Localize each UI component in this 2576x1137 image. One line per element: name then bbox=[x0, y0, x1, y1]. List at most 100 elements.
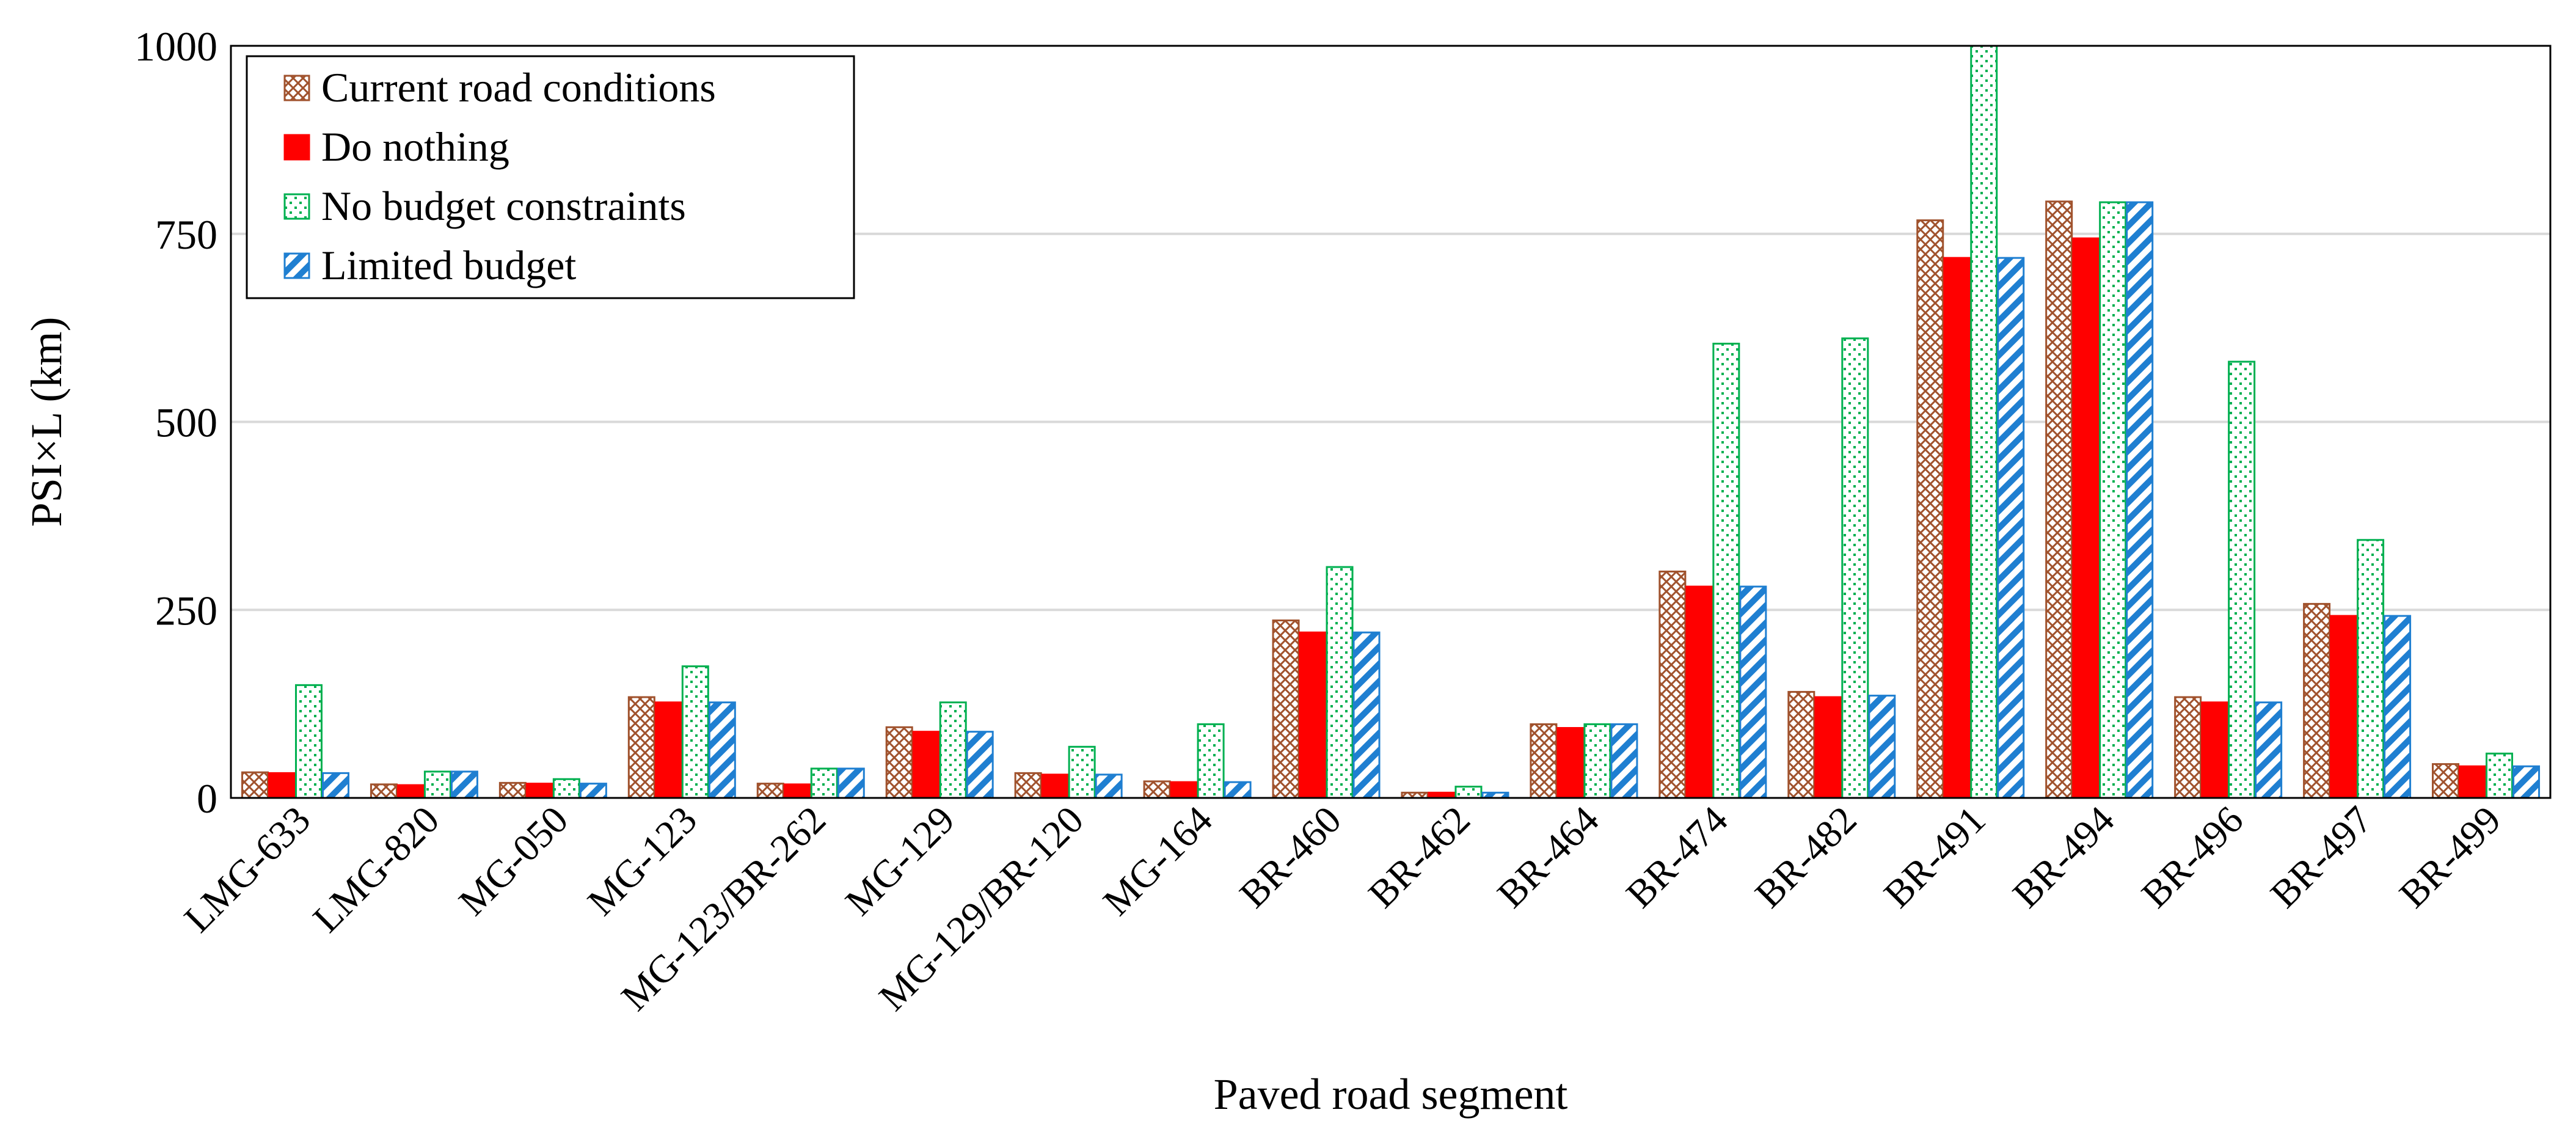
bar-no-budget-constraints-br-494 bbox=[2099, 201, 2127, 799]
bar-no-budget-constraints-mg-129-br-120 bbox=[1068, 745, 1096, 799]
bar-no-budget-constraints-lmg-633 bbox=[294, 684, 323, 799]
x-tick-label: BR-462 bbox=[1360, 798, 1478, 916]
y-tick-label: 500 bbox=[155, 400, 217, 446]
legend: Current road conditions Do nothing No budg… bbox=[246, 55, 855, 299]
bar-no-budget-constraints-br-499 bbox=[2486, 752, 2514, 799]
bar-limited-budget-mg-129 bbox=[966, 731, 994, 799]
bar-no-budget-constraints-mg-164 bbox=[1197, 723, 1225, 799]
x-tick-label: BR-460 bbox=[1231, 798, 1349, 916]
bar-no-budget-constraints-mg-123 bbox=[681, 665, 709, 799]
bar-current-road-conditions-mg-123 bbox=[627, 696, 655, 799]
bar-no-budget-constraints-br-496 bbox=[2228, 360, 2256, 799]
y-tick-label: 250 bbox=[155, 587, 217, 634]
bar-current-road-conditions-mg-123-br-262 bbox=[756, 783, 784, 799]
bar-no-budget-constraints-br-462 bbox=[1454, 786, 1483, 799]
legend-label: Do nothing bbox=[321, 123, 509, 170]
bar-limited-budget-br-491 bbox=[1997, 257, 2025, 799]
bar-do-nothing-br-464 bbox=[1556, 727, 1585, 799]
x-tick-label: MG-123 bbox=[579, 798, 705, 924]
plot-frame bbox=[230, 45, 2552, 799]
legend-swatch bbox=[283, 252, 310, 279]
legend-swatch bbox=[283, 75, 310, 101]
bar-limited-budget-br-474 bbox=[1739, 585, 1767, 799]
y-tick-labels: 0 250 500 750 1000 bbox=[134, 23, 217, 822]
bar-do-nothing-lmg-820 bbox=[396, 784, 425, 799]
bar-do-nothing-br-460 bbox=[1299, 631, 1327, 799]
bar-limited-budget-mg-123 bbox=[708, 701, 736, 799]
bar-do-nothing-br-491 bbox=[1943, 257, 1971, 799]
bar-current-road-conditions-lmg-633 bbox=[241, 771, 269, 799]
x-tick-label: LMG-820 bbox=[305, 798, 448, 941]
bar-current-road-conditions-br-497 bbox=[2303, 602, 2331, 799]
bar-no-budget-constraints-mg-129 bbox=[939, 701, 967, 799]
bar-do-nothing-br-494 bbox=[2072, 237, 2100, 799]
bar-no-budget-constraints-mg-123-br-262 bbox=[810, 767, 838, 799]
y-tick-label: 0 bbox=[197, 775, 217, 822]
bar-no-budget-constraints-br-464 bbox=[1583, 723, 1611, 799]
bar-current-road-conditions-br-464 bbox=[1530, 723, 1558, 799]
bar-do-nothing-br-474 bbox=[1685, 585, 1713, 799]
x-tick-label: BR-497 bbox=[2262, 798, 2381, 916]
bar-limited-budget-mg-123-br-262 bbox=[837, 767, 865, 799]
bar-limited-budget-br-496 bbox=[2255, 701, 2283, 799]
legend-swatch bbox=[283, 193, 310, 220]
bar-limited-budget-br-460 bbox=[1352, 631, 1381, 799]
bar-limited-budget-br-494 bbox=[2126, 201, 2154, 799]
bar-limited-budget-mg-164 bbox=[1224, 781, 1252, 799]
bar-current-road-conditions-br-496 bbox=[2174, 696, 2202, 799]
legend-label: Limited budget bbox=[321, 242, 576, 288]
x-tick-label: MG-050 bbox=[450, 798, 576, 924]
x-tick-label: BR-496 bbox=[2133, 798, 2252, 916]
bar-do-nothing-br-496 bbox=[2201, 701, 2229, 799]
bar-limited-budget-lmg-820 bbox=[450, 770, 478, 799]
bar-current-road-conditions-mg-050 bbox=[498, 781, 527, 799]
bar-current-road-conditions-br-499 bbox=[2432, 763, 2460, 799]
bar-do-nothing-br-497 bbox=[2330, 615, 2358, 799]
legend-box bbox=[246, 55, 855, 299]
bar-limited-budget-br-497 bbox=[2384, 615, 2412, 799]
bar-do-nothing-br-499 bbox=[2459, 765, 2487, 799]
bar-current-road-conditions-mg-129 bbox=[885, 726, 913, 799]
x-axis-title: Paved road segment bbox=[1214, 1070, 1568, 1119]
bar-no-budget-constraints-br-497 bbox=[2357, 539, 2385, 799]
bar-no-budget-constraints-br-460 bbox=[1326, 566, 1354, 799]
legend-label: No budget constraints bbox=[321, 183, 686, 229]
x-tick-label: BR-499 bbox=[2391, 798, 2509, 916]
bar-current-road-conditions-br-494 bbox=[2045, 200, 2073, 799]
bar-current-road-conditions-lmg-820 bbox=[370, 783, 398, 799]
x-tick-label: BR-494 bbox=[2004, 798, 2123, 916]
bar-current-road-conditions-mg-129-br-120 bbox=[1014, 772, 1042, 799]
legend-swatch bbox=[283, 134, 310, 161]
bar-no-budget-constraints-lmg-820 bbox=[423, 770, 451, 799]
bar-do-nothing-mg-123 bbox=[654, 701, 682, 799]
bar-limited-budget-mg-050 bbox=[579, 783, 607, 799]
bar-limited-budget-br-464 bbox=[1610, 723, 1638, 799]
bar-do-nothing-mg-129 bbox=[912, 731, 940, 799]
x-tick-label: MG-129 bbox=[837, 798, 963, 924]
bar-current-road-conditions-br-491 bbox=[1916, 219, 1944, 799]
x-tick-label: MG-164 bbox=[1095, 798, 1220, 924]
bar-current-road-conditions-br-482 bbox=[1787, 690, 1815, 799]
bar-current-road-conditions-mg-164 bbox=[1143, 780, 1171, 799]
bar-no-budget-constraints-br-482 bbox=[1841, 337, 1869, 799]
bar-current-road-conditions-br-474 bbox=[1658, 570, 1687, 799]
x-tick-label: BR-474 bbox=[1618, 798, 1736, 916]
bar-do-nothing-mg-129-br-120 bbox=[1041, 773, 1069, 799]
bar-limited-budget-br-482 bbox=[1868, 695, 1896, 799]
y-tick-label: 1000 bbox=[134, 23, 217, 70]
bar-do-nothing-lmg-633 bbox=[268, 772, 296, 799]
legend-label: Current road conditions bbox=[321, 64, 716, 111]
bar-no-budget-constraints-br-491 bbox=[1970, 45, 1998, 799]
bar-do-nothing-mg-123-br-262 bbox=[783, 783, 811, 799]
bar-limited-budget-br-499 bbox=[2512, 765, 2541, 799]
bar-do-nothing-mg-164 bbox=[1170, 781, 1198, 799]
bar-current-road-conditions-br-460 bbox=[1272, 619, 1300, 799]
x-tick-label: BR-482 bbox=[1746, 798, 1865, 916]
bar-do-nothing-br-482 bbox=[1814, 696, 1842, 799]
y-tick-label: 750 bbox=[155, 211, 217, 258]
x-tick-label: BR-464 bbox=[1489, 798, 1607, 916]
bar-no-budget-constraints-br-474 bbox=[1712, 342, 1740, 799]
